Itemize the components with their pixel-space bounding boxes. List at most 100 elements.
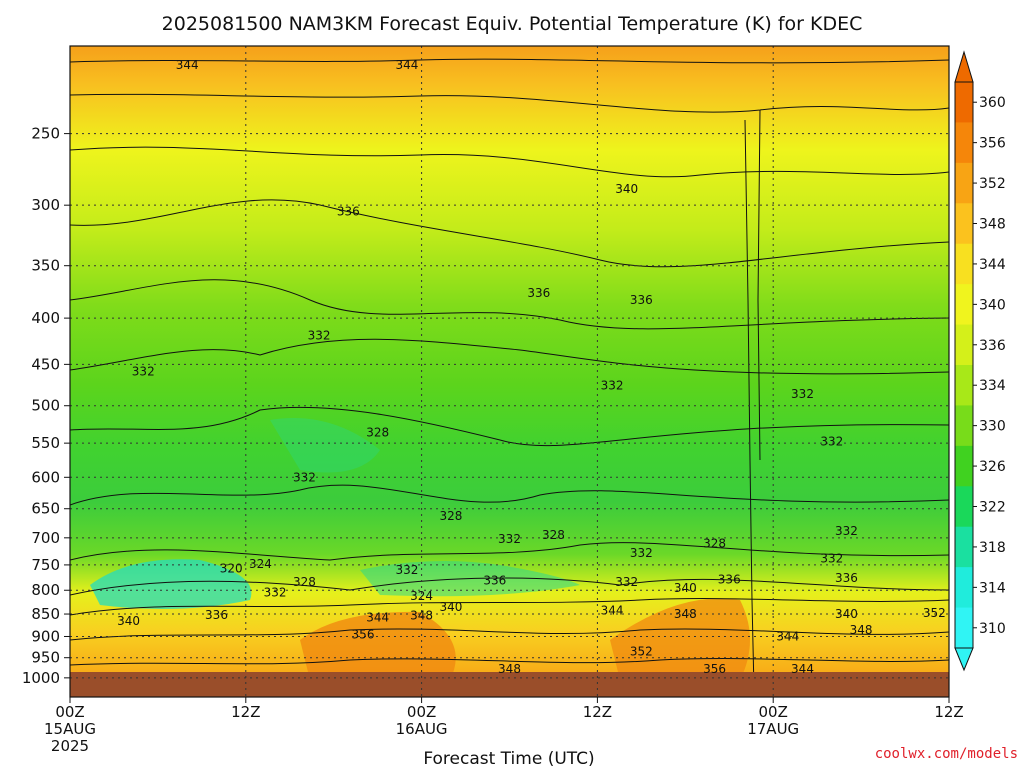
y-tick-label: 650: [31, 500, 60, 518]
contour-label: 336: [630, 293, 653, 307]
colorbar-tick-label: 310: [979, 621, 1006, 637]
contour-label: 352: [630, 644, 653, 658]
y-tick-label: 400: [31, 309, 60, 327]
contour-label: 328: [293, 575, 316, 589]
contour-label: 332: [791, 387, 814, 401]
contour-label: 336: [718, 572, 741, 586]
ground-layer: [70, 672, 949, 697]
colorbar-bottom-arrow: [954, 647, 974, 672]
colorbar-swatch: [955, 284, 973, 326]
colorbar-frame: [954, 81, 974, 649]
contour-label: 344: [395, 58, 418, 72]
warm-low-level-region: [610, 598, 750, 680]
x-tick-date: 16AUG: [396, 720, 448, 738]
contour-label: 332: [308, 328, 331, 342]
y-tick-label: 350: [31, 257, 60, 275]
colorbar-top-arrow: [954, 50, 974, 83]
x-tick-label: 12Z: [934, 703, 963, 721]
x-tick-label: 12Z: [231, 703, 260, 721]
colorbar-tick-label: 340: [979, 297, 1006, 313]
y-tick-label: 950: [31, 649, 60, 667]
contour-label: 328: [439, 509, 462, 523]
contour-label: 320: [220, 562, 243, 576]
colorbar-tick-label: 334: [979, 378, 1006, 394]
contour-label: 352: [923, 606, 946, 620]
contour-label: 348: [674, 607, 697, 621]
contour-label: 356: [703, 662, 726, 676]
contour-label: 328: [366, 425, 389, 439]
colorbar-tick-label: 336: [979, 338, 1006, 354]
contour-label: 332: [395, 563, 418, 577]
colorbar-swatch: [955, 122, 973, 164]
colorbar-tick-label: 322: [979, 500, 1006, 516]
y-tick-label: 700: [31, 529, 60, 547]
y-tick-label: 850: [31, 605, 60, 623]
colorbar-tick-label: 360: [979, 95, 1006, 111]
contour-label: 336: [337, 205, 360, 219]
x-tick-label: 00Z: [759, 703, 788, 721]
y-tick-label: 250: [31, 125, 60, 143]
colorbar-tick-label: 326: [979, 459, 1006, 475]
colorbar-tick-label: 314: [979, 580, 1006, 596]
cool-midlevel-region: [270, 418, 380, 473]
contour-label: 344: [601, 603, 624, 617]
contour-label: 336: [527, 286, 550, 300]
colorbar-swatch: [955, 324, 973, 366]
y-tick-label: 550: [31, 434, 60, 452]
colorbar-swatch: [955, 365, 973, 406]
x-tick-label: 00Z: [55, 703, 84, 721]
contour-label: 332: [630, 546, 653, 560]
contour-label: 344: [791, 662, 814, 676]
x-tick-date: 17AUG: [747, 720, 799, 738]
contour-label: 344: [176, 58, 199, 72]
contour-label: 340: [439, 600, 462, 614]
colorbar-swatch: [955, 526, 973, 568]
contour-label: 332: [132, 364, 155, 378]
colorbar-tick-label: 318: [979, 540, 1006, 556]
contour-label: 340: [117, 614, 140, 628]
plot-frame: [69, 45, 950, 698]
y-tick-label: 750: [31, 556, 60, 574]
contour-label: 324: [410, 589, 433, 603]
contour-lines: [70, 58, 949, 691]
x-tick-year: 2025: [51, 737, 89, 755]
colorbar-tick-label: 330: [979, 419, 1006, 435]
y-tick-label: 1000: [22, 669, 60, 687]
colorbar-swatch: [955, 607, 973, 649]
colorbar-swatch: [955, 567, 973, 609]
colorbar-tick-label: 356: [979, 136, 1006, 152]
x-axis-label: Forecast Time (UTC): [423, 749, 594, 768]
contour-label: 340: [835, 607, 858, 621]
colorbar-swatch: [955, 162, 973, 204]
contour-label: 348: [498, 662, 521, 676]
contour-label: 332: [820, 552, 843, 566]
colorbar-tick-label: 352: [979, 176, 1006, 192]
x-tick-label: 00Z: [407, 703, 436, 721]
colorbar-swatch: [955, 243, 973, 285]
contour-label: 328: [542, 528, 565, 542]
contour-label: 348: [410, 608, 433, 622]
contour-label: 336: [205, 608, 228, 622]
y-tick-label: 450: [31, 355, 60, 373]
contour-label: 332: [615, 575, 638, 589]
y-tick-label: 600: [31, 468, 60, 486]
contour-label: 336: [483, 573, 506, 587]
y-tick-label: 800: [31, 581, 60, 599]
colorbar-swatch: [955, 405, 973, 447]
contour-label: 340: [674, 581, 697, 595]
colorbar-swatch: [955, 82, 973, 123]
colorbar-tick-label: 348: [979, 217, 1006, 233]
contour-label: 348: [850, 623, 873, 637]
contour-label: 356: [352, 627, 375, 641]
chart-title: 2025081500 NAM3KM Forecast Equiv. Potent…: [162, 13, 863, 35]
colorbar-swatch: [955, 486, 973, 528]
contour-label: 332: [293, 470, 316, 484]
contour-label: 332: [498, 532, 521, 546]
y-axis: 250 300 350 400 450 500 550 600 650 700 750 800 850 9…: [22, 125, 70, 687]
credit-link[interactable]: coolwx.com/models: [875, 746, 1018, 762]
x-tick-date: 15AUG: [44, 720, 96, 738]
contour-label: 332: [601, 379, 624, 393]
cool-midlevel-region: [90, 559, 252, 609]
